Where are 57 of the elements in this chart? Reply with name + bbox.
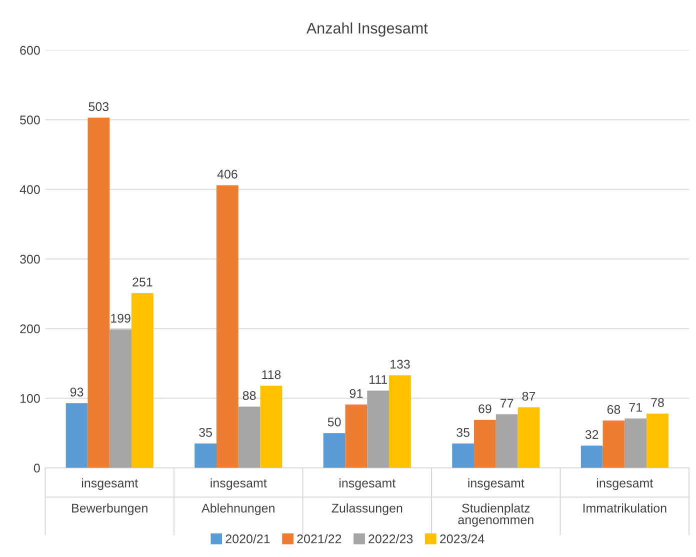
data-label: 77 bbox=[500, 398, 514, 408]
legend-label: 2020/21 bbox=[226, 534, 270, 544]
x-tick-label: insgesamt Ablehnungen bbox=[202, 478, 274, 516]
data-label: 118 bbox=[262, 370, 281, 380]
bar bbox=[323, 433, 346, 468]
bar bbox=[216, 185, 238, 468]
data-label: 133 bbox=[390, 360, 410, 369]
bar bbox=[260, 386, 282, 468]
data-label: 69 bbox=[478, 404, 492, 414]
data-label: 251 bbox=[132, 278, 152, 286]
bar bbox=[194, 444, 216, 468]
y-tick-label: 300 bbox=[20, 254, 40, 264]
legend-label: 2023/24 bbox=[440, 534, 484, 544]
y-tick-label: 0 bbox=[34, 464, 40, 473]
legend-label: 2021/22 bbox=[297, 534, 342, 544]
data-label: 35 bbox=[456, 428, 470, 437]
bar bbox=[345, 404, 368, 468]
data-label: 32 bbox=[585, 430, 598, 439]
data-label: 93 bbox=[70, 388, 84, 396]
x-tick-label: insgesamt Studienplatz angenommen bbox=[458, 478, 534, 527]
bar bbox=[518, 407, 540, 468]
bar bbox=[367, 390, 390, 468]
bar bbox=[624, 418, 647, 468]
bar bbox=[132, 293, 154, 468]
data-label: 111 bbox=[370, 375, 387, 384]
data-label: 87 bbox=[522, 392, 536, 401]
bar bbox=[110, 329, 132, 468]
y-tick-label: 400 bbox=[20, 185, 40, 194]
y-tick-label: 100 bbox=[20, 394, 40, 403]
data-label: 50 bbox=[328, 418, 341, 426]
y-tick-label: 600 bbox=[20, 46, 40, 55]
data-label: 503 bbox=[88, 102, 109, 112]
data-label: 406 bbox=[217, 170, 238, 179]
data-label: 68 bbox=[607, 405, 620, 414]
bar bbox=[88, 118, 110, 468]
bar bbox=[496, 414, 518, 468]
bar bbox=[389, 375, 411, 468]
y-tick-label: 500 bbox=[20, 116, 40, 124]
legend-label: 2022/23 bbox=[368, 534, 413, 544]
bar bbox=[474, 420, 496, 468]
bar bbox=[580, 446, 603, 468]
data-label: 88 bbox=[242, 391, 256, 400]
y-tick-label: 200 bbox=[20, 324, 40, 334]
bar bbox=[238, 406, 260, 468]
data-label: 35 bbox=[199, 428, 212, 437]
bar bbox=[602, 420, 625, 468]
data-label: 71 bbox=[629, 403, 642, 412]
bar bbox=[452, 444, 474, 468]
bar bbox=[646, 414, 668, 468]
chart-title: Anzahl Insgesamt bbox=[306, 22, 428, 37]
x-tick-label: insgesamt Immatrikulation bbox=[583, 478, 666, 513]
data-label: 78 bbox=[651, 398, 664, 407]
x-tick-label: insgesamt Bewerbungen bbox=[72, 478, 148, 516]
data-label: 199 bbox=[111, 314, 130, 323]
data-label: 91 bbox=[350, 389, 363, 398]
x-tick-label: insgesamt Zulassungen bbox=[332, 478, 402, 516]
bar bbox=[66, 403, 88, 468]
